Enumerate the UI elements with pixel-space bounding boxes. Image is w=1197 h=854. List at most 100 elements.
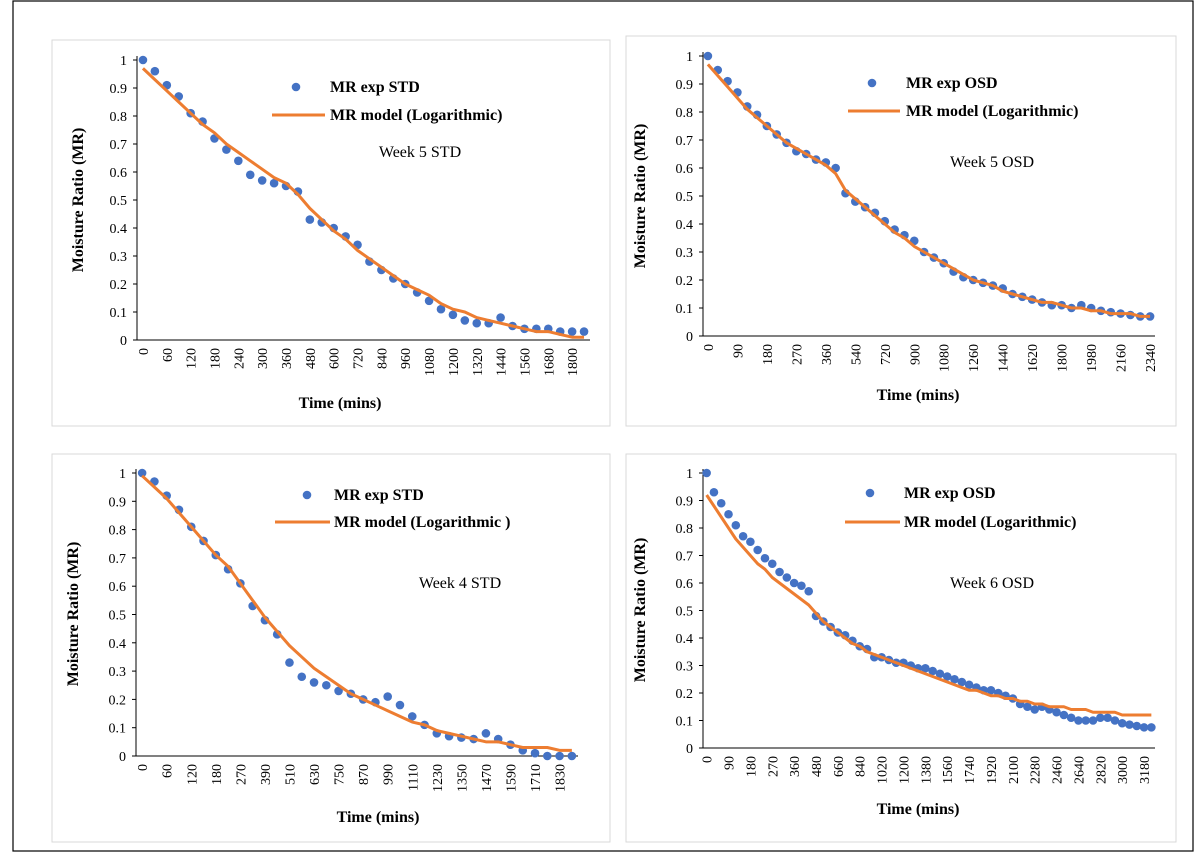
y-tick-label: 0 — [686, 330, 693, 345]
y-tick-label: 0.7 — [676, 134, 694, 149]
data-point — [309, 678, 319, 687]
x-tick-label: 1080 — [423, 348, 438, 376]
x-tick-label: 1560 — [518, 348, 533, 376]
data-point — [1125, 720, 1134, 729]
chart-panel: 0 0.1 0.2 0.3 0.4 0.5 0.6 0.7 0.8 0.9 1 0 60 120 180 27… — [51, 453, 611, 843]
y-tick-label: 0.5 — [109, 609, 127, 624]
data-point — [1117, 718, 1127, 728]
data-point — [1132, 721, 1142, 731]
legend-label: MR exp STD — [330, 79, 420, 96]
x-tick-label: 1470 — [480, 764, 495, 792]
y-tick-label: 0.4 — [109, 637, 127, 652]
data-point — [1110, 716, 1120, 725]
data-point — [1147, 723, 1156, 732]
data-point — [775, 567, 784, 577]
x-tick-label: 1440 — [495, 348, 510, 376]
y-tick-label: 0 — [120, 334, 127, 349]
legend-label: MR exp OSD — [906, 75, 998, 92]
x-tick-label: 1110 — [406, 764, 421, 791]
y-tick-label: 0.3 — [110, 250, 128, 265]
x-tick-label: 1080 — [938, 344, 953, 372]
annotation: Week 4 STD — [419, 575, 501, 592]
y-tick-label: 1 — [686, 467, 693, 482]
data-point — [716, 498, 726, 508]
y-tick-label: 0.7 — [110, 138, 128, 153]
x-tick-label: 1830 — [554, 764, 569, 792]
legend-label: MR model (Logarithmic ) — [334, 514, 510, 531]
panel-frame — [625, 453, 1177, 843]
x-tick-label: 2160 — [1115, 344, 1130, 372]
x-tick-label: 0 — [136, 764, 151, 771]
x-tick-label: 1350 — [455, 764, 470, 792]
x-tick-label: 1800 — [566, 348, 581, 376]
x-tick-label: 480 — [810, 756, 825, 777]
data-point — [1096, 713, 1105, 723]
x-tick-label: 180 — [744, 756, 759, 777]
data-point — [481, 729, 491, 738]
x-tick-label: 180 — [208, 348, 223, 369]
data-point — [928, 666, 937, 676]
y-tick-label: 0.4 — [676, 218, 694, 233]
x-tick-label: 120 — [185, 764, 200, 785]
y-tick-label: 0.3 — [676, 660, 694, 675]
x-tick-label: 240 — [232, 348, 247, 369]
y-tick-label: 1 — [686, 50, 693, 65]
legend-marker — [865, 488, 875, 498]
x-tick-label: 960 — [399, 348, 414, 369]
data-point — [921, 663, 930, 673]
x-tick-label: 300 — [256, 348, 271, 369]
y-tick-label: 0.3 — [109, 665, 127, 680]
x-tick-label: 180 — [210, 764, 225, 785]
x-tick-label: 180 — [761, 344, 776, 365]
data-point — [1139, 723, 1149, 732]
y-tick-label: 0.1 — [676, 302, 694, 317]
data-point — [334, 686, 343, 696]
x-tick-label: 0 — [701, 756, 716, 763]
annotation: Week 6 OSD — [950, 575, 1034, 592]
data-point — [322, 680, 331, 690]
x-tick-label: 2460 — [1051, 756, 1066, 784]
data-point — [297, 672, 307, 682]
y-tick-label: 0.4 — [676, 632, 694, 647]
panel-frame — [625, 35, 1177, 427]
panel-frame — [51, 39, 611, 427]
x-tick-label: 900 — [908, 344, 923, 365]
legend-label: MR model (Logarithmic) — [904, 514, 1076, 531]
x-tick-label: 1620 — [1026, 344, 1041, 372]
data-point — [138, 55, 148, 65]
y-tick-label: 0.5 — [676, 190, 694, 205]
x-tick-label: 2640 — [1072, 756, 1087, 784]
x-tick-label: 360 — [280, 348, 295, 369]
x-tick-label: 1230 — [431, 764, 446, 792]
x-tick-label: 120 — [185, 348, 200, 369]
x-tick-label: 840 — [375, 348, 390, 369]
y-tick-label: 0.4 — [110, 222, 128, 237]
panel-frame — [51, 453, 611, 843]
data-point — [950, 674, 959, 684]
x-tick-label: 1710 — [529, 764, 544, 792]
data-point — [555, 751, 564, 761]
y-tick-label: 0.5 — [676, 605, 694, 620]
x-tick-label: 480 — [304, 348, 319, 369]
y-axis-label: Moisture Ratio (MR) — [65, 542, 82, 687]
y-tick-label: 0.1 — [109, 722, 127, 737]
legend-label: MR model (Logarithmic) — [330, 107, 502, 124]
x-tick-label: 510 — [283, 764, 298, 785]
x-tick-label: 2280 — [1029, 756, 1044, 784]
data-point — [957, 677, 967, 687]
data-point — [767, 559, 777, 569]
y-tick-label: 0.8 — [676, 106, 694, 121]
data-point — [789, 578, 799, 588]
y-tick-label: 0.2 — [676, 687, 694, 702]
y-tick-label: 0.7 — [109, 552, 127, 567]
x-tick-label: 990 — [382, 764, 397, 785]
x-tick-label: 90 — [731, 344, 746, 358]
data-point — [1066, 713, 1076, 723]
x-tick-label: 660 — [832, 756, 847, 777]
x-tick-label: 60 — [161, 764, 176, 778]
legend-marker — [291, 82, 301, 92]
x-tick-label: 390 — [259, 764, 274, 785]
x-tick-label: 1680 — [542, 348, 557, 376]
y-tick-label: 0.9 — [676, 78, 694, 93]
